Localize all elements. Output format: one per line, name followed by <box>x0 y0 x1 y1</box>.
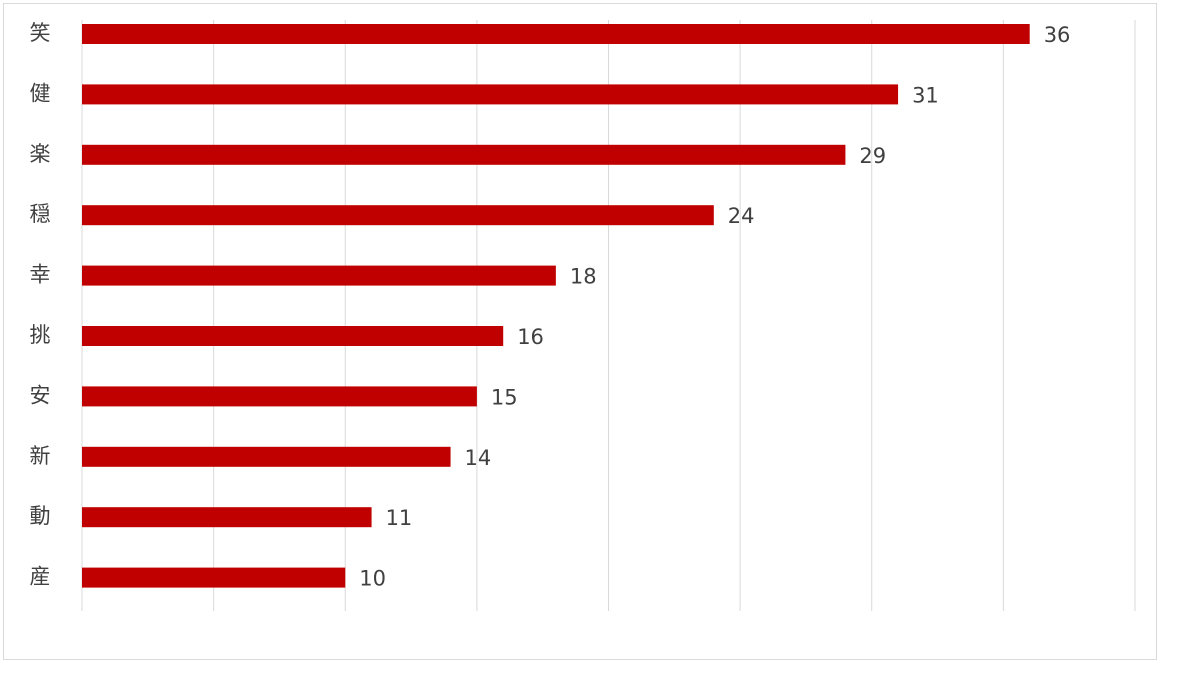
y-tick-label: 産 <box>30 565 51 589</box>
y-tick-label: 健 <box>30 81 51 105</box>
bar <box>82 265 556 286</box>
value-label: 29 <box>859 144 886 168</box>
bar <box>82 386 477 407</box>
value-label: 36 <box>1044 23 1071 47</box>
bar <box>82 326 504 346</box>
bar <box>82 144 846 165</box>
y-tick-label: 動 <box>30 504 51 528</box>
bar <box>82 507 372 528</box>
value-label: 16 <box>517 325 544 349</box>
bar <box>82 84 899 105</box>
bar <box>82 446 451 467</box>
value-label: 11 <box>386 506 413 530</box>
y-tick-label: 笑 <box>30 21 51 45</box>
bar <box>82 567 346 588</box>
bar <box>82 24 1030 44</box>
value-label: 10 <box>359 567 386 591</box>
y-tick-label: 楽 <box>30 142 51 166</box>
value-label: 24 <box>728 204 755 228</box>
y-tick-label: 穏 <box>30 202 51 226</box>
y-tick-label: 挑 <box>30 323 51 347</box>
y-tick-label: 安 <box>30 383 51 407</box>
value-label: 15 <box>491 385 518 409</box>
value-label: 14 <box>465 446 492 470</box>
y-tick-label: 新 <box>30 444 51 468</box>
y-tick-label: 幸 <box>30 263 51 287</box>
bar <box>82 205 714 226</box>
value-label: 18 <box>570 265 597 289</box>
value-label: 31 <box>912 83 939 107</box>
